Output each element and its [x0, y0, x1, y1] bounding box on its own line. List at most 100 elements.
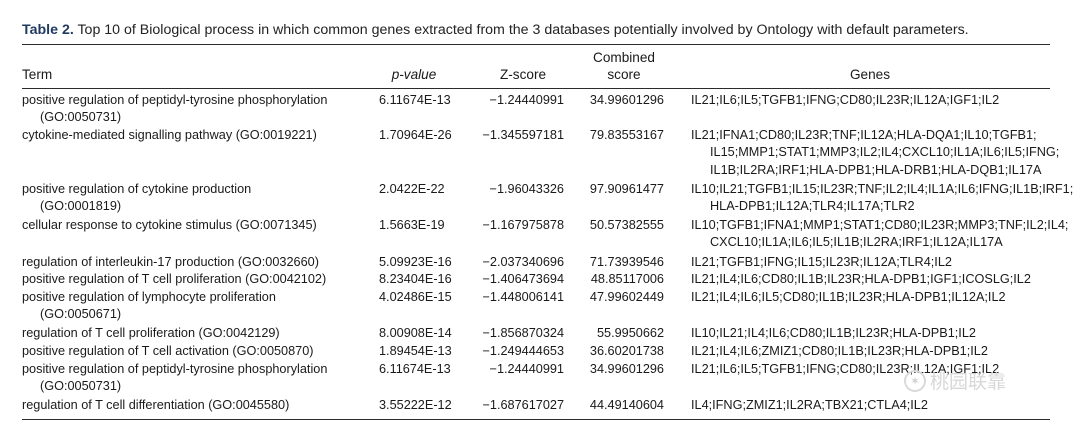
cell-genes: IL21;IL4;IL6;CD80;IL1B;IL23R;HLA-DPB1;IG… — [691, 271, 1053, 288]
cell-p-value: 3.55222E-12 — [379, 398, 452, 412]
cell-combined-score: 36.60201738 — [589, 344, 664, 358]
genes-line: IL21;IL6;IL5;TGFB1;IFNG;CD80;IL23R;IL12A… — [691, 93, 1000, 107]
cell-z-score: −1.856870324 — [482, 326, 565, 340]
cell-combined-score: 48.85117006 — [590, 272, 664, 286]
cell-combined-score: 47.99602449 — [589, 290, 664, 304]
term-text: positive regulation of peptidyl-tyrosine… — [22, 362, 328, 376]
cell-p-value: 1.70964E-26 — [379, 128, 452, 142]
cell-z-score: −1.345597181 — [482, 128, 565, 142]
cell-genes: IL21;IL4;IL6;IL5;CD80;IL1B;IL23R;HLA-DPB… — [691, 289, 1053, 306]
table-top-rule — [22, 44, 1050, 46]
header-combined-score-line2: score — [607, 67, 641, 82]
header-term: Term — [22, 67, 53, 82]
term-text: positive regulation of peptidyl-tyrosine… — [22, 93, 328, 107]
term-go-id: (GO:0050731) — [40, 379, 122, 394]
genes-line: IL15;MMP1;STAT1;MMP3;IL2;IL4;CXCL10;IL1A… — [710, 145, 1060, 160]
cell-p-value: 6.11674E-13 — [379, 93, 451, 107]
cell-term: regulation of interleukin-17 production … — [22, 254, 367, 271]
cell-combined-score: 97.90961477 — [589, 182, 664, 196]
cell-p-value: 4.02486E-15 — [379, 290, 452, 304]
watermark: ✶ 桃园联靠 — [904, 367, 1006, 394]
term-text: regulation of interleukin-17 production … — [22, 255, 319, 269]
header-p-value: p-value — [380, 66, 448, 83]
cell-combined-score: 44.49140604 — [589, 398, 664, 412]
cell-genes: IL10;IL21;TGFB1;IL15;IL23R;TNF;IL2;IL4;I… — [691, 181, 1073, 216]
cell-z-score: −2.037340696 — [482, 255, 565, 269]
cell-z-score: −1.687617027 — [482, 398, 565, 412]
cell-genes: IL21;IL4;IL6;ZMIZ1;CD80;IL1B;IL23R;HLA-D… — [691, 343, 1053, 360]
term-text: positive regulation of cytokine producti… — [22, 182, 252, 196]
cell-z-score: −1.448006141 — [482, 290, 565, 304]
genes-line: IL10;TGFB1;IFNA1;MMP1;STAT1;CD80;IL23R;M… — [691, 218, 1069, 232]
term-go-id: (GO:0001819) — [40, 199, 122, 214]
cell-combined-score: 50.57382555 — [589, 218, 664, 232]
table-bottom-rule — [22, 419, 1050, 421]
cell-term: cytokine-mediated signalling pathway (GO… — [22, 127, 367, 144]
genes-line: IL21;IL4;IL6;IL5;CD80;IL1B;IL23R;HLA-DPB… — [691, 290, 1006, 304]
term-go-id: (GO:0050671) — [40, 307, 122, 322]
cell-combined-score: 34.99601296 — [589, 362, 664, 376]
cell-z-score: −1.24440991 — [489, 93, 564, 107]
genes-line: IL1B;IL2RA;IRF1;HLA-DPB1;HLA-DRB1;HLA-DQ… — [710, 162, 1042, 177]
cell-combined-score: 34.99601296 — [589, 93, 664, 107]
term-go-id: (GO:0050731) — [40, 110, 122, 125]
header-combined-score: Combined score — [582, 49, 666, 83]
cell-term: positive regulation of peptidyl-tyrosine… — [22, 361, 367, 396]
header-combined-score-line1: Combined — [593, 50, 655, 65]
table-caption: Table 2. Top 10 of Biological process in… — [22, 22, 969, 38]
cell-term: positive regulation of lymphocyte prolif… — [22, 289, 367, 324]
cell-p-value: 1.89454E-13 — [379, 344, 452, 358]
cell-p-value: 8.23404E-16 — [379, 272, 452, 286]
term-text: regulation of T cell differentiation (GO… — [22, 398, 290, 412]
cell-combined-score: 79.83553167 — [589, 128, 664, 142]
cell-term: regulation of T cell differentiation (GO… — [22, 397, 367, 414]
cell-genes: IL21;TGFB1;IFNG;IL15;IL23R;IL12A;TLR4;IL… — [691, 254, 1053, 271]
cell-p-value: 8.00908E-14 — [379, 326, 452, 340]
term-text: positive regulation of T cell proliferat… — [22, 272, 327, 286]
genes-line: CXCL10;IL1A;IL6;IL5;IL1B;IL2RA;IRF1;IL12… — [710, 235, 1003, 250]
cell-genes: IL4;IFNG;ZMIZ1;IL2RA;TBX21;CTLA4;IL2 — [691, 397, 1053, 414]
genes-line: IL10;IL21;TGFB1;IL15;IL23R;TNF;IL2;IL4;I… — [691, 182, 1073, 196]
cell-p-value: 5.09923E-16 — [379, 255, 452, 269]
genes-line: IL21;IL4;IL6;CD80;IL1B;IL23R;HLA-DPB1;IG… — [691, 272, 1031, 286]
genes-line: HLA-DPB1;IL12A;TLR4;IL17A;TLR2 — [710, 199, 915, 214]
cell-p-value: 6.11674E-13 — [379, 362, 451, 376]
term-text: cytokine-mediated signalling pathway (GO… — [22, 128, 317, 142]
watermark-logo-icon: ✶ — [904, 369, 926, 392]
table-header-rule — [22, 88, 1050, 89]
genes-line: IL10;IL21;IL4;IL6;CD80;IL1B;IL23R;HLA-DP… — [691, 326, 976, 340]
term-text: positive regulation of lymphocyte prolif… — [22, 290, 276, 304]
genes-line: IL4;IFNG;ZMIZ1;IL2RA;TBX21;CTLA4;IL2 — [691, 398, 928, 412]
cell-term: regulation of T cell proliferation (GO:0… — [22, 325, 367, 342]
genes-line: IL21;IFNA1;CD80;IL23R;TNF;IL12A;HLA-DQA1… — [691, 128, 1037, 142]
header-genes: Genes — [849, 67, 891, 82]
cell-genes: IL21;IL6;IL5;TGFB1;IFNG;CD80;IL23R;IL12A… — [691, 92, 1053, 109]
cell-z-score: −1.249444653 — [482, 344, 565, 358]
cell-genes: IL21;IFNA1;CD80;IL23R;TNF;IL12A;HLA-DQA1… — [691, 127, 1060, 179]
cell-z-score: −1.96043326 — [489, 182, 564, 196]
term-text: positive regulation of T cell activation… — [22, 344, 314, 358]
term-text: regulation of T cell proliferation (GO:0… — [22, 326, 280, 340]
genes-line: IL21;TGFB1;IFNG;IL15;IL23R;IL12A;TLR4;IL… — [691, 255, 952, 269]
watermark-text: 桃园联靠 — [930, 371, 1007, 393]
cell-term: positive regulation of peptidyl-tyrosine… — [22, 92, 367, 127]
cell-z-score: −1.406473694 — [482, 272, 565, 286]
cell-term: positive regulation of T cell proliferat… — [22, 271, 367, 288]
cell-term: cellular response to cytokine stimulus (… — [22, 217, 367, 234]
cell-genes: IL10;TGFB1;IFNA1;MMP1;STAT1;CD80;IL23R;M… — [691, 217, 1069, 252]
cell-z-score: −1.167975878 — [482, 218, 565, 232]
cell-z-score: −1.24440991 — [489, 362, 564, 376]
cell-genes: IL10;IL21;IL4;IL6;CD80;IL1B;IL23R;HLA-DP… — [691, 325, 1053, 342]
table-label: Table 2. — [22, 22, 74, 38]
term-text: cellular response to cytokine stimulus (… — [22, 218, 317, 232]
genes-line: IL21;IL4;IL6;ZMIZ1;CD80;IL1B;IL23R;HLA-D… — [691, 344, 988, 358]
header-p-value-label: p-value — [391, 67, 437, 82]
cell-combined-score: 71.73939546 — [589, 255, 664, 269]
cell-term: positive regulation of T cell activation… — [22, 343, 367, 360]
header-z-score: Z-score — [499, 67, 547, 82]
cell-p-value: 2.0422E-22 — [379, 182, 445, 196]
cell-term: positive regulation of cytokine producti… — [22, 181, 367, 216]
cell-combined-score: 55.9950662 — [596, 326, 664, 340]
cell-p-value: 1.5663E-19 — [379, 218, 445, 232]
caption-text: Top 10 of Biological process in which co… — [77, 22, 969, 38]
